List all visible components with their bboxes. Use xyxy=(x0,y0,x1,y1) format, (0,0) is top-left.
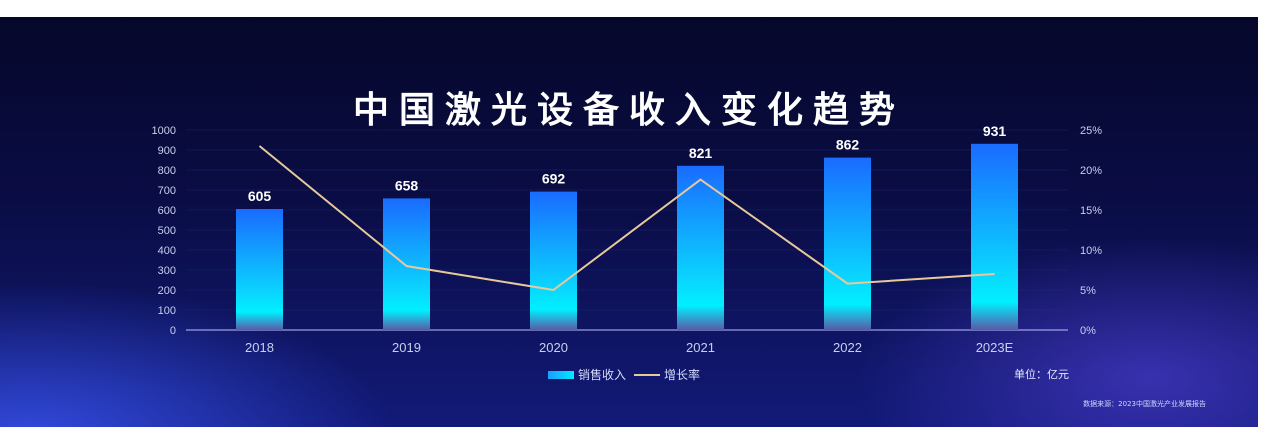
x-tick-label: 2022 xyxy=(833,340,862,355)
bar xyxy=(824,157,871,330)
y-tick-label: 900 xyxy=(158,145,176,157)
bar-value-label: 862 xyxy=(836,137,860,153)
bar xyxy=(530,191,577,330)
bar-value-label: 658 xyxy=(395,177,419,193)
y-tick-label: 700 xyxy=(158,185,176,197)
y-tick-label: 0 xyxy=(170,325,176,337)
x-tick-label: 2019 xyxy=(392,340,421,355)
bar-value-label: 931 xyxy=(983,123,1007,139)
chart-title: 中国激光设备收入变化趋势 xyxy=(352,90,905,131)
x-tick-label: 2018 xyxy=(245,340,274,355)
bar-value-label: 821 xyxy=(689,145,713,161)
y-tick-label: 800 xyxy=(158,165,176,177)
bar xyxy=(383,198,430,330)
y-tick-label: 600 xyxy=(158,205,176,217)
y2-tick-label: 5% xyxy=(1080,285,1096,297)
bar-value-label: 605 xyxy=(248,188,272,204)
y-tick-label: 500 xyxy=(158,225,176,237)
y-tick-label: 400 xyxy=(158,245,176,257)
legend-line-label: 增长率 xyxy=(664,368,701,382)
bar xyxy=(677,165,724,330)
chart-panel: 中国激光设备收入变化趋势 0 100 200 300 400 500 600 700 800 90… xyxy=(0,17,1258,427)
legend-line-swatch xyxy=(634,373,661,376)
y2-tick-label: 15% xyxy=(1080,205,1102,217)
legend-item-line: 增长率 xyxy=(634,366,700,383)
y-tick-label: 1000 xyxy=(152,125,176,137)
y-tick-label: 300 xyxy=(158,265,176,277)
source-label: 数据来源：2023中国激光产业发展报告 xyxy=(1083,400,1206,408)
x-tick-label: 2021 xyxy=(686,340,715,355)
legend-bar-label: 销售收入 xyxy=(578,368,627,382)
x-tick-label: 2023E xyxy=(976,340,1014,355)
growth-rate-line xyxy=(258,145,995,292)
y2-tick-label: 25% xyxy=(1080,125,1102,137)
y2-tick-label: 10% xyxy=(1080,245,1102,257)
legend-item-bar: 销售收入 xyxy=(548,366,626,383)
unit-label: 单位：亿元 xyxy=(1014,368,1069,381)
y2-tick-label: 20% xyxy=(1080,165,1102,177)
chart-svg: 0 100 200 300 400 500 600 700 800 900 1000 0% 5% 10% 1… xyxy=(152,123,1103,355)
y2-tick-label: 0% xyxy=(1080,325,1096,337)
bar-value-label: 692 xyxy=(542,171,566,187)
legend-bar-swatch xyxy=(548,370,574,379)
bar xyxy=(236,209,283,330)
y-tick-label: 100 xyxy=(158,305,176,317)
y-tick-label: 200 xyxy=(158,285,176,297)
legend: 销售收入 增长率 xyxy=(548,366,700,383)
x-tick-label: 2020 xyxy=(539,340,568,355)
bar xyxy=(971,143,1018,330)
